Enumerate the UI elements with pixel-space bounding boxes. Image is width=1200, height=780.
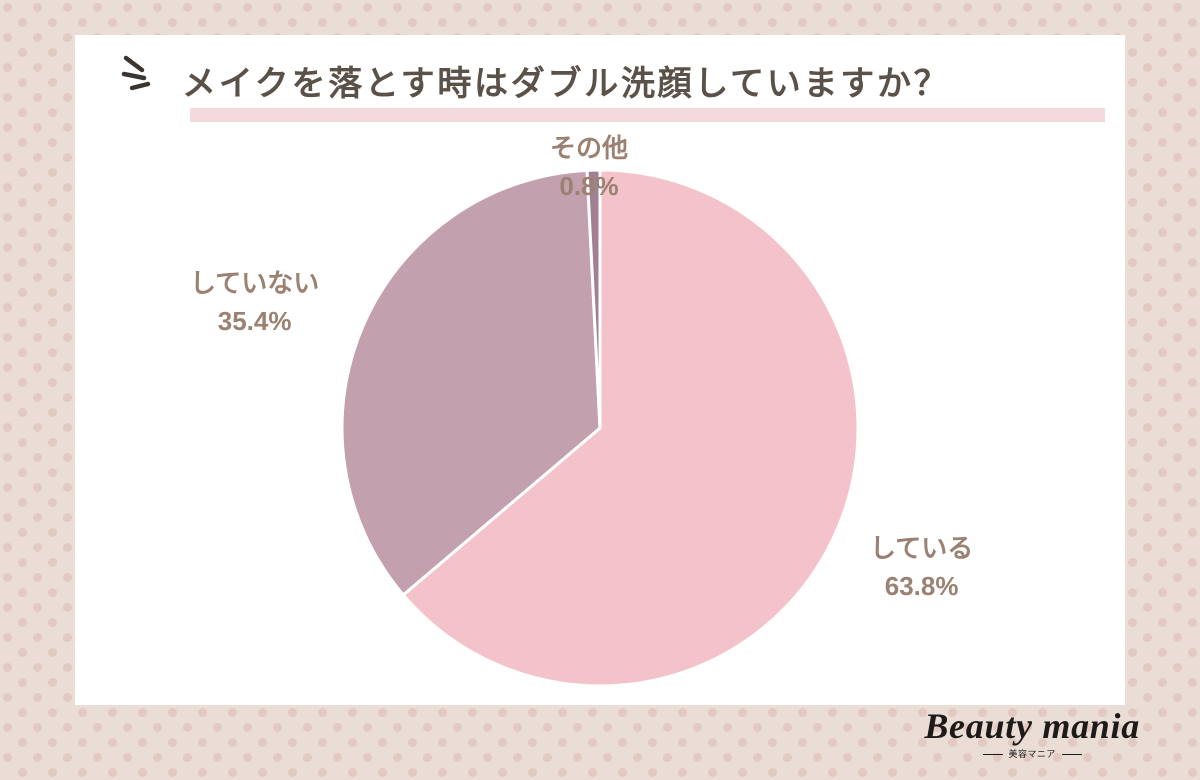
slice-label-text: その他: [550, 130, 628, 168]
slice-label-percent: 63.8%: [870, 568, 973, 606]
infographic-root: メイクを落とす時はダブル洗顔していますか？ している63.8% していない35.4…: [0, 0, 1200, 780]
brand-main: Beauty mania: [924, 708, 1140, 744]
slice-label-percent: 35.4%: [190, 303, 319, 341]
slice-label-text: していない: [190, 265, 319, 303]
slice-label: している63.8%: [870, 530, 973, 605]
spark-icon: [118, 48, 172, 94]
title-row: メイクを落とす時はダブル洗顔していますか？: [118, 56, 950, 105]
pie-chart: [342, 170, 858, 691]
brand-sub: 美容マニア: [983, 747, 1082, 760]
pie-svg: [342, 170, 858, 686]
chart-title: メイクを落とす時はダブル洗顔していますか？: [182, 56, 950, 105]
slice-label-text: している: [870, 530, 973, 568]
slice-label-percent: 0.8%: [550, 168, 628, 206]
slice-label: していない35.4%: [190, 265, 319, 340]
brand-mark: Beauty mania 美容マニア: [924, 708, 1140, 762]
slice-label: その他0.8%: [550, 130, 628, 205]
title-underline: [190, 108, 1105, 122]
